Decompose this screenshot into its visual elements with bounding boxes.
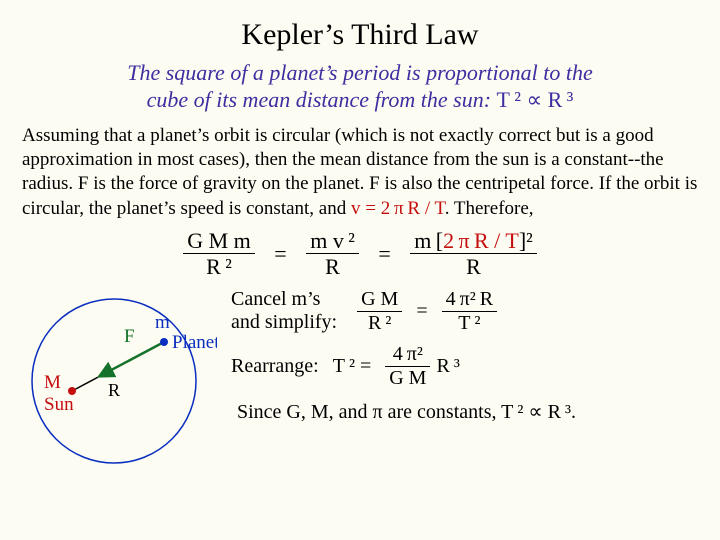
equation-1: G M m R ² = m v ² R = m [2 π R / T]² R bbox=[22, 229, 698, 278]
eq2-frac1: G M R ² bbox=[357, 289, 402, 334]
label-M: M bbox=[44, 372, 61, 393]
label-sun: Sun bbox=[44, 394, 74, 415]
statement-line2a: cube of its mean distance from the sun: bbox=[147, 87, 497, 112]
eq1-f2-num: m v ² bbox=[306, 229, 359, 254]
cancel-text: Cancel m’s and simplify: bbox=[231, 288, 337, 334]
eq2-f1-num: G M bbox=[357, 289, 402, 312]
label-m: m bbox=[155, 312, 170, 333]
final-line: Since G, M, and π are constants, T ² ∝ R… bbox=[231, 399, 698, 424]
page-title: Kepler’s Third Law bbox=[22, 18, 698, 52]
eq1-frac2: m v ² R bbox=[306, 229, 359, 278]
cancel-line1: Cancel m’s bbox=[231, 288, 320, 310]
statement-prop: T ² ∝ R ³ bbox=[497, 87, 574, 112]
planet-dot bbox=[160, 338, 168, 346]
label-planet: Planet bbox=[172, 332, 217, 353]
law-statement: The square of a planet’s period is propo… bbox=[50, 60, 670, 114]
rearr-frac: 4 π² G M bbox=[385, 344, 430, 389]
equals-1: = bbox=[274, 241, 286, 267]
equals-3: = bbox=[416, 300, 427, 323]
label-R: R bbox=[108, 380, 120, 400]
statement-line1: The square of a planet’s period is propo… bbox=[127, 60, 592, 85]
eq2-frac2: 4 π² R T ² bbox=[442, 289, 497, 334]
label-F: F bbox=[124, 326, 135, 347]
force-arrow bbox=[100, 342, 164, 376]
orbit-svg: M Sun F R m Planet bbox=[22, 288, 217, 478]
rearr-label: Rearrange: bbox=[231, 355, 319, 378]
body-v-expr: v = 2 π R / T bbox=[351, 198, 445, 219]
eq1-f3-num: m [2 π R / T]² bbox=[410, 229, 537, 254]
eq2-f2-num: 4 π² R bbox=[442, 289, 497, 312]
rearrange-row: Rearrange: T ² = 4 π² G M R ³ bbox=[231, 344, 698, 389]
rearr-num: 4 π² bbox=[385, 344, 430, 367]
eq1-f3-den: R bbox=[410, 254, 537, 278]
body-tail: . Therefore, bbox=[445, 198, 534, 219]
derivation-text: Assuming that a planet’s orbit is circul… bbox=[22, 124, 698, 221]
eq1-frac1: G M m R ² bbox=[183, 229, 255, 278]
rearr-tail: R ³ bbox=[436, 355, 459, 378]
rearr-lhs: T ² = bbox=[333, 355, 372, 378]
eq1-f3-num-c: ]² bbox=[519, 228, 533, 253]
eq1-f3-num-a: m [ bbox=[414, 228, 443, 253]
eq2-f2-den: T ² bbox=[442, 312, 497, 334]
eq1-f1-den: R ² bbox=[183, 254, 255, 278]
eq1-f1-num: G M m bbox=[183, 229, 255, 254]
rearr-den: G M bbox=[385, 367, 430, 389]
eq2-f1-den: R ² bbox=[357, 312, 402, 334]
eq1-frac3: m [2 π R / T]² R bbox=[410, 229, 537, 278]
orbit-diagram: M Sun F R m Planet bbox=[22, 288, 217, 483]
cancel-line2: and simplify: bbox=[231, 311, 337, 333]
eq1-f3-num-b: 2 π R / T bbox=[443, 228, 519, 253]
equals-2: = bbox=[378, 241, 390, 267]
simplify-row: Cancel m’s and simplify: G M R ² = 4 π² … bbox=[231, 288, 698, 334]
eq1-f2-den: R bbox=[306, 254, 359, 278]
